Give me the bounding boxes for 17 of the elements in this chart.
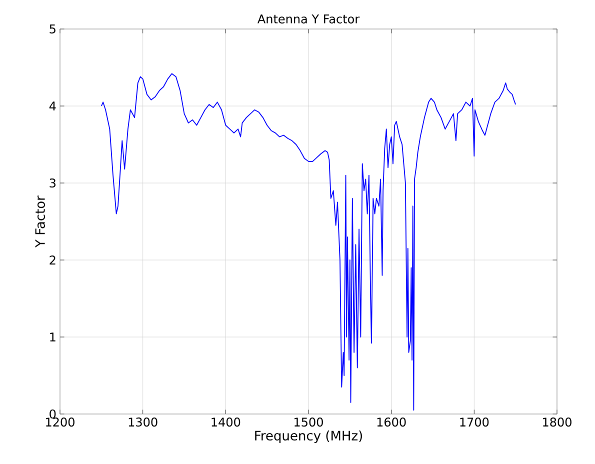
y-tick-label: 0	[50, 409, 56, 419]
x-tick-label: 1200	[46, 418, 74, 427]
x-tick-label: 1700	[460, 418, 489, 427]
y-tick-label: 1	[50, 332, 56, 342]
y-tick-label: 3	[50, 178, 56, 188]
y-tick-label: 5	[50, 24, 56, 34]
chart-title: Antenna Y Factor	[258, 14, 360, 24]
x-axis-title: Frequency (MHz)	[255, 430, 362, 444]
x-tick-label: 1400	[212, 418, 240, 427]
y-tick-label: 4	[49, 102, 56, 110]
line-series	[100, 73, 516, 411]
x-tick-label: 1500	[294, 418, 323, 427]
y-axis-title: Y Factor	[35, 196, 45, 248]
x-tick-label: 1300	[128, 418, 158, 427]
x-tick-label: 1600	[377, 418, 406, 427]
y-tick-label: 2	[50, 256, 56, 264]
x-tick-label: 1800	[543, 418, 572, 427]
